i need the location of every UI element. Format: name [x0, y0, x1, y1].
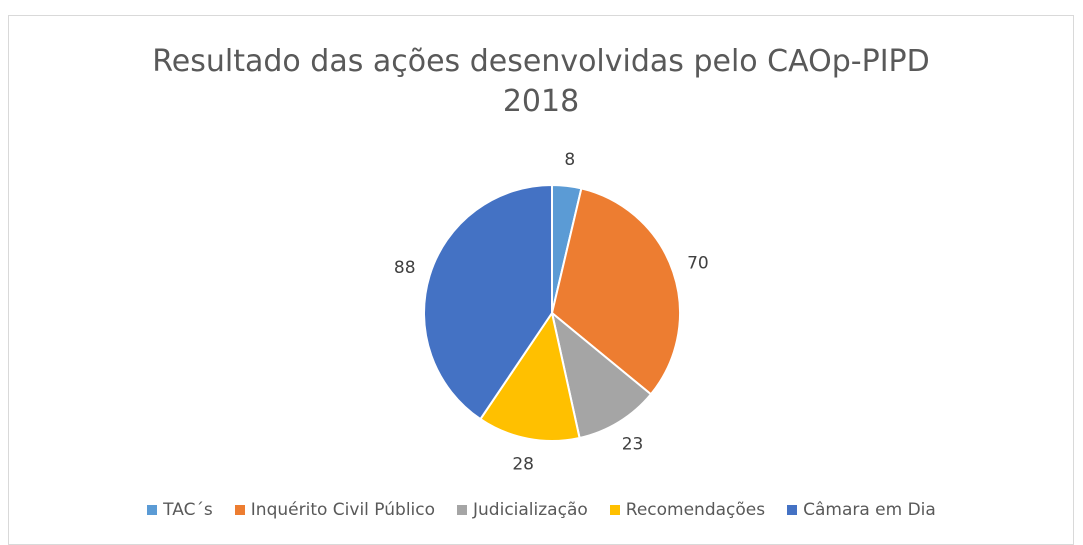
data-label: 23 [622, 434, 644, 454]
legend-item: TAC´s [147, 500, 213, 520]
legend-item: Judicialização [457, 500, 588, 520]
legend-item: Câmara em Dia [787, 500, 936, 520]
data-label: 70 [687, 254, 709, 274]
data-label: 88 [394, 258, 416, 278]
data-label: 28 [512, 454, 534, 474]
pie-slice [479, 310, 581, 442]
legend: TAC´s Inquérito Civil Público Judicializaç… [0, 500, 1083, 520]
legend-swatch [147, 505, 158, 515]
legend-swatch [457, 505, 468, 515]
legend-swatch [234, 505, 245, 515]
chart-title: Resultado das ações desenvolvidas pelo C… [152, 44, 930, 119]
legend-item: Inquérito Civil Público [234, 500, 436, 520]
data-label: 8 [564, 150, 575, 170]
legend-label: Recomendações [625, 500, 766, 520]
legend-label: Inquérito Civil Público [250, 500, 436, 520]
pie-slice [423, 183, 553, 421]
legend-item: Recomendações [609, 500, 766, 520]
legend-swatch [787, 505, 798, 515]
legend-label: Judicialização [473, 500, 588, 520]
legend-swatch [609, 505, 620, 515]
pie-slice [550, 310, 653, 440]
legend-label: TAC´s [163, 500, 213, 520]
pie-slice [550, 187, 681, 396]
legend-label: Câmara em Dia [803, 500, 936, 520]
